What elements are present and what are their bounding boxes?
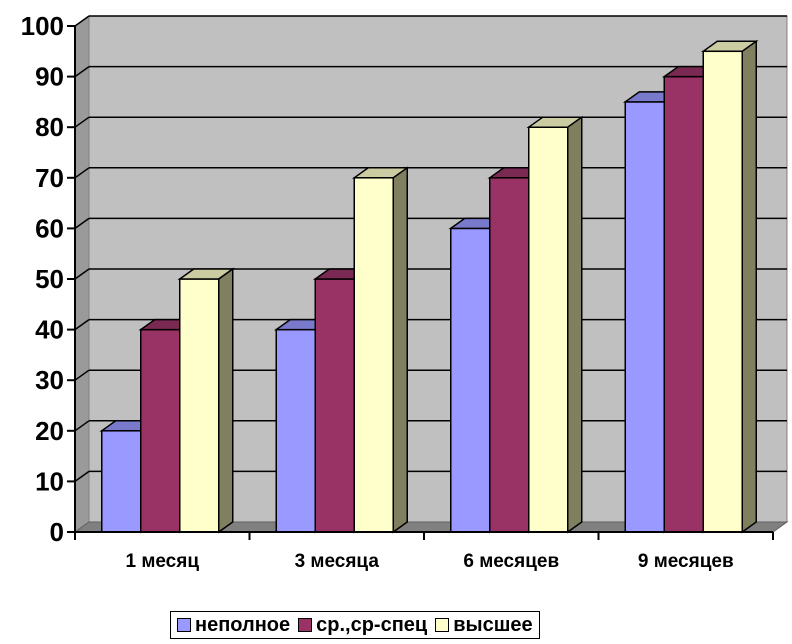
bar-front (450, 227, 491, 533)
y-tick-label-10: 100 (21, 11, 64, 41)
legend-swatch-0 (177, 618, 191, 632)
bar-1-2 (351, 166, 410, 534)
gridline-side-9 (74, 65, 90, 78)
bar-side (218, 267, 234, 534)
bar-front (353, 177, 394, 533)
bar-front (663, 75, 704, 533)
bar-front (702, 50, 743, 533)
bars (99, 39, 759, 534)
y-axis-ticks: 0 10 20 30 40 50 60 70 80 90 100 (21, 11, 64, 547)
y-tick-label-0: 0 (50, 517, 64, 547)
chart: 0 10 20 30 40 50 60 70 80 90 100 1 месяц 3 месяца 6 … (21, 11, 789, 572)
y-tick-label-7: 70 (35, 163, 64, 193)
bar-2-2 (526, 115, 585, 534)
legend-swatch-1 (298, 618, 313, 632)
gridline-side-10 (74, 15, 90, 27)
bar-side (392, 166, 408, 534)
bar-front (624, 101, 665, 533)
bar-front (140, 328, 181, 533)
y-tick-label-6: 60 (35, 213, 64, 243)
x-axis-ticks: 1 месяц 3 месяца 6 месяцев 9 месяцев (125, 551, 733, 572)
legend-label-2: высшее (453, 614, 533, 636)
gridline-side-2 (74, 420, 90, 432)
y-tick-label-5: 50 (35, 264, 64, 294)
legend-item-1: ср.,ср-спец (298, 615, 427, 635)
gridline-side-5 (74, 268, 90, 280)
y-tick-label-4: 40 (35, 315, 64, 345)
x-tick-label-1: 3 месяца (295, 551, 380, 572)
y-tick-label-2: 20 (35, 416, 64, 446)
gridline-side-8 (74, 116, 90, 128)
axes (67, 25, 774, 540)
y-tick-label-9: 90 (35, 62, 64, 92)
gridline-side-4 (74, 318, 90, 331)
bar-front (275, 328, 316, 533)
x-tick-label-3: 9 месяцев (638, 551, 734, 572)
gridline-side-1 (74, 470, 90, 483)
bar-front (489, 177, 530, 533)
bar-side (741, 39, 757, 534)
bar-front (528, 126, 569, 533)
legend-item-0: неполное (177, 615, 290, 635)
bar-0-2 (177, 267, 236, 534)
x-tick-label-0: 1 месяц (125, 551, 199, 572)
legend-item-2: высшее (435, 614, 533, 636)
legend-label-0: неполное (195, 614, 291, 636)
gridline-side-7 (74, 167, 90, 179)
bar-front (179, 278, 220, 533)
legend-label-1: ср.,ср-спец (316, 614, 428, 636)
bar-front (314, 278, 355, 533)
x-tick-label-2: 6 месяцев (463, 551, 559, 572)
bar-side (567, 115, 583, 534)
bar-front (101, 430, 142, 533)
y-tick-label-8: 80 (35, 112, 64, 142)
bar-3-2 (700, 39, 759, 534)
y-tick-label-3: 30 (35, 365, 64, 395)
legend: неполное ср.,ср-спец высшее (170, 611, 540, 639)
gridline-side-3 (74, 369, 90, 381)
gridline-side-6 (74, 217, 90, 230)
y-tick-label-1: 10 (35, 466, 64, 496)
legend-swatch-2 (435, 618, 450, 632)
